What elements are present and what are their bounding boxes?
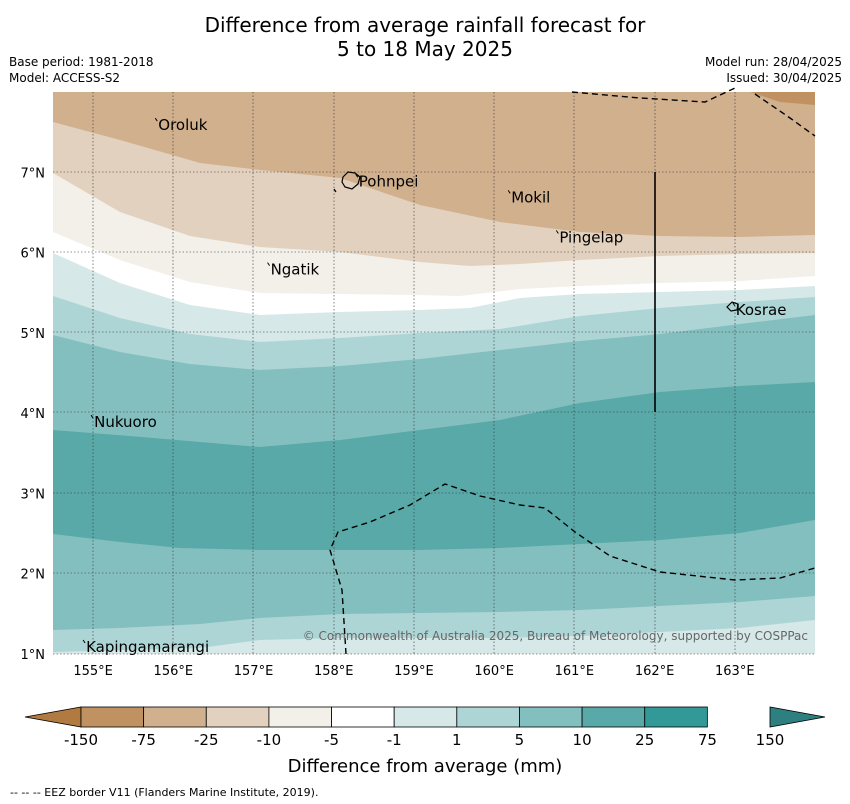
eez-border-north [571, 87, 736, 103]
colorbar-segment [456, 706, 520, 728]
lon-tick-label: 159°E [394, 664, 434, 679]
colorbar-segment [205, 706, 270, 728]
latitude-tick-labels: 1°N 2°N 3°N 4°N 5°N 6°N 7°N [21, 166, 46, 663]
lon-tick-label: 158°E [314, 664, 354, 679]
issued-text: Issued: 30/04/2025 [726, 71, 842, 85]
colorbar-segment [143, 706, 207, 728]
place-marker-oroluk [154, 117, 158, 122]
lat-tick-label: 1°N [21, 648, 46, 663]
place-marker-ngatik [267, 262, 270, 266]
place-marker-kosrae [732, 302, 736, 307]
colorbar-tick-label: -75 [131, 731, 156, 749]
place-label-nukuoro: Nukuoro [94, 413, 157, 431]
colorbar-segment [331, 706, 395, 728]
colorbar-tick-label: -10 [257, 731, 282, 749]
band-1-to-5-south [53, 620, 815, 654]
lat-tick-label: 2°N [21, 568, 46, 583]
place-marker-pingelap [555, 230, 559, 234]
colorbar-arrow-high [769, 706, 826, 728]
colorbar-tick-label: 1 [452, 731, 462, 749]
eez-borders [329, 87, 816, 655]
lat-tick-label: 4°N [21, 407, 46, 422]
copyright-text: © Commonwealth of Australia 2025, Bureau… [303, 629, 808, 643]
colorbar-tick-label: 5 [515, 731, 525, 749]
colorbar-segment [581, 706, 646, 728]
place-label-pingelap: Pingelap [559, 229, 623, 247]
place-label-mokil: Mokil [511, 188, 550, 206]
lon-tick-label: 157°E [234, 664, 274, 679]
eez-footer-note: -- -- -- EEZ border V11 (Flanders Marine… [10, 786, 319, 799]
kosrae-island-outline [726, 301, 739, 312]
colorbar-tick-label: 75 [698, 731, 717, 749]
lon-tick-label: 162°E [635, 664, 675, 679]
place-labels: Oroluk Pohnpei Mokil Pingelap Ngatik Kosrae Nu… [82, 116, 787, 656]
colorbar-tick-label: -150 [64, 731, 98, 749]
lat-tick-label: 3°N [21, 487, 46, 502]
lon-tick-label: 160°E [474, 664, 514, 679]
model-text: Model: ACCESS-S2 [9, 71, 121, 85]
colorbar-arrow-low [24, 706, 82, 728]
colorbar: -150 -75 -25 -10 -5 -1 1 5 10 25 75 150 [24, 706, 826, 749]
place-label-ngatik: Ngatik [271, 261, 320, 279]
eez-border-south [329, 483, 816, 655]
place-marker-kapingamarangi [82, 639, 86, 644]
colorbar-tick-label: -1 [387, 731, 402, 749]
lon-tick-label: 156°E [154, 664, 194, 679]
place-marker-pohnpei [355, 174, 359, 178]
place-label-kosrae: Kosrae [736, 301, 787, 319]
model-run-text: Model run: 28/04/2025 [704, 55, 842, 69]
lon-tick-label: 155°E [73, 664, 113, 679]
colorbar-tick-label: -5 [324, 731, 339, 749]
lon-tick-label: 161°E [555, 664, 595, 679]
colorbar-title: Difference from average (mm) [287, 756, 563, 777]
islands [333, 171, 739, 312]
lat-tick-label: 7°N [21, 166, 46, 181]
lat-tick-label: 5°N [21, 327, 46, 342]
band-25-to-75 [53, 382, 815, 550]
eez-border-northeast [754, 93, 816, 137]
lat-tick-label: 6°N [21, 247, 46, 262]
colorbar-segment [80, 706, 145, 728]
place-marker-mokil [507, 190, 511, 194]
colorbar-tick-label: 150 [756, 731, 785, 749]
pohnpei-island-outline [341, 171, 361, 190]
place-label-oroluk: Oroluk [158, 116, 207, 134]
colorbar-segment [519, 706, 583, 728]
chart-title-line2: 5 to 18 May 2025 [337, 37, 513, 61]
rainfall-bands [53, 92, 815, 654]
place-label-kapingamarangi: Kapingamarangi [86, 638, 209, 656]
colorbar-tick-label: -25 [194, 731, 219, 749]
colorbar-tick-label: 25 [635, 731, 654, 749]
base-period-text: Base period: 1981-2018 [9, 55, 154, 69]
longitude-tick-labels: 155°E 156°E 157°E 158°E 159°E 160°E 161°E 162°E… [73, 664, 754, 679]
colorbar-segment [268, 706, 332, 728]
chart-title-line1: Difference from average rainfall forecas… [204, 13, 646, 37]
place-label-pohnpei: Pohnpei [359, 172, 419, 190]
lon-tick-label: 163°E [715, 664, 755, 679]
band-minus25-to-minus75 [750, 92, 815, 105]
colorbar-segment [393, 706, 458, 728]
colorbar-segment [644, 706, 708, 728]
colorbar-tick-label: 10 [573, 731, 592, 749]
place-marker-nukuoro [90, 414, 94, 419]
